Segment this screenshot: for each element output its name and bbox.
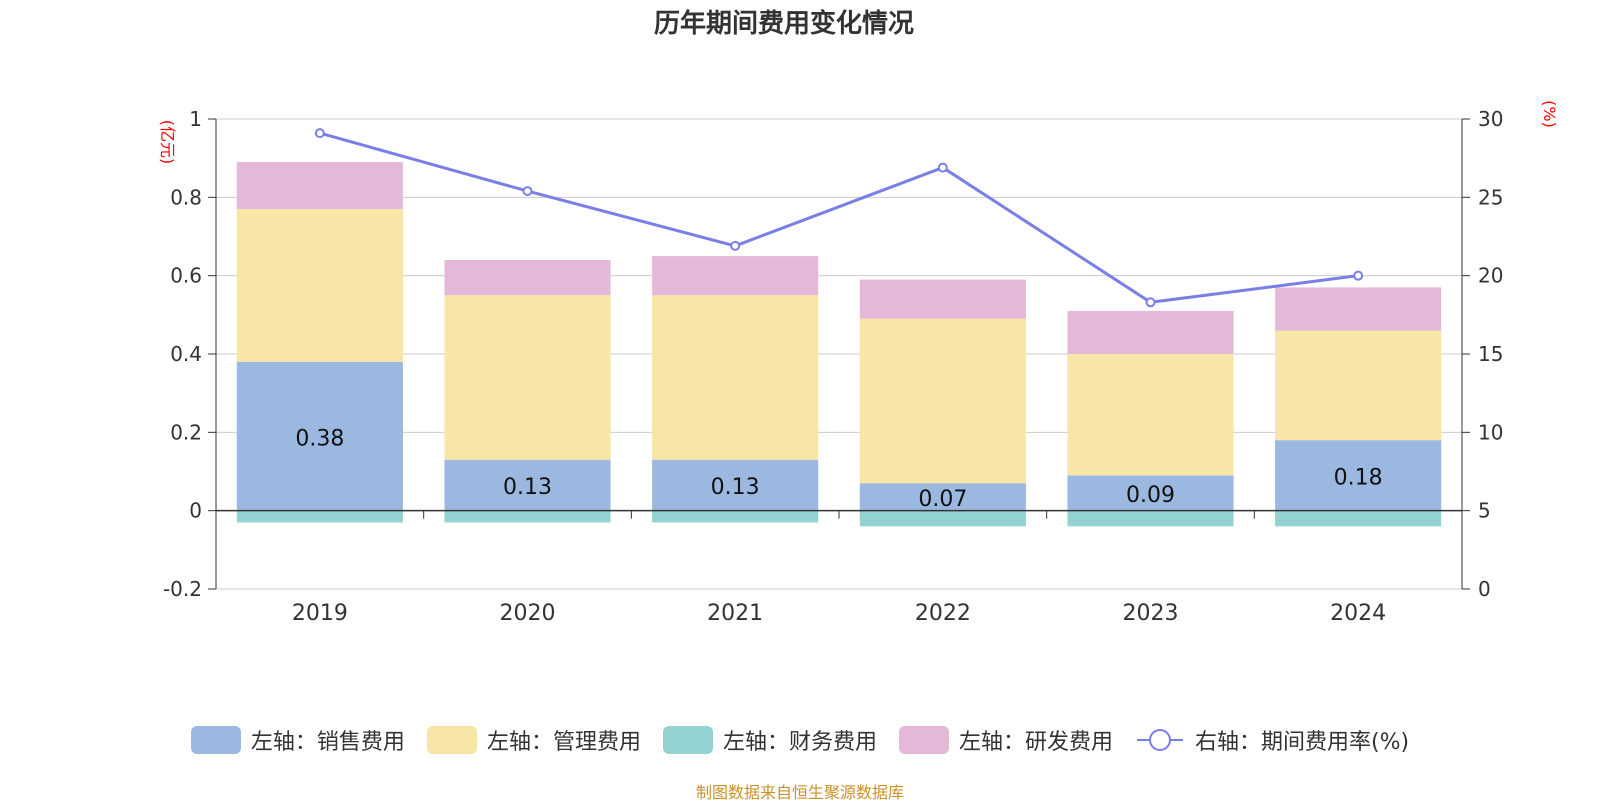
x-axis-tick-label: 2023 xyxy=(1123,601,1179,626)
right-axis-tick-label: 20 xyxy=(1478,264,1503,288)
bar-rd xyxy=(236,162,403,210)
bar-sales xyxy=(236,361,403,511)
bar-finance xyxy=(444,510,611,523)
legend-item-sales[interactable]: 左轴：销售费用 xyxy=(190,724,405,756)
x-axis-tick-label: 2022 xyxy=(915,601,971,626)
right-axis-tick-label: 25 xyxy=(1478,185,1503,209)
legend-label-rd: 左轴：研发费用 xyxy=(958,730,1113,755)
left-axis-tick-label: 0.6 xyxy=(170,264,202,288)
legend-item-admin[interactable]: 左轴：管理费用 xyxy=(426,724,641,756)
left-axis-unit: (亿元) xyxy=(158,120,177,165)
point-expense-rate xyxy=(314,128,325,139)
left-axis-tick-label: -0.2 xyxy=(163,577,202,601)
right-axis-tick-label: 5 xyxy=(1478,499,1491,523)
legend: 左轴：销售费用 左轴：管理费用 左轴：财务费用 左轴：研发费用 右轴：期间费用率… xyxy=(0,720,1600,760)
bar-finance xyxy=(652,510,819,523)
x-axis-tick-label: 2020 xyxy=(500,601,556,626)
bar-sales xyxy=(1275,440,1442,511)
data-label-sales: 0.13 xyxy=(503,475,552,500)
legend-label-finance: 左轴：财务费用 xyxy=(722,730,877,755)
bar-admin xyxy=(652,295,819,460)
right-axis-tick-label: 30 xyxy=(1478,107,1503,131)
point-expense-rate xyxy=(1145,297,1156,308)
x-axis-tick-label: 2021 xyxy=(707,601,763,626)
right-axis-unit: (%) xyxy=(1540,100,1559,128)
legend-swatch-admin xyxy=(426,726,477,754)
legend-item-expense-rate[interactable]: 右轴：期间费用率(%) xyxy=(1135,724,1409,756)
point-expense-rate xyxy=(730,240,741,251)
data-label-sales: 0.18 xyxy=(1334,465,1383,490)
bar-rd xyxy=(652,256,819,296)
bar-rd xyxy=(444,260,611,296)
bar-sales xyxy=(444,459,611,511)
bar-sales xyxy=(652,459,819,511)
right-axis-tick-label: 10 xyxy=(1478,420,1503,444)
bar-rd xyxy=(1275,287,1442,331)
bar-finance xyxy=(859,510,1026,527)
x-axis-tick-label: 2019 xyxy=(292,601,348,626)
left-axis-tick-label: 0 xyxy=(189,499,202,523)
left-axis-tick-label: 0.2 xyxy=(170,420,202,444)
bar-rd xyxy=(1067,310,1234,354)
bar-admin xyxy=(859,318,1026,484)
line-expense-rate xyxy=(319,131,1359,304)
left-axis-tick-label: 0.8 xyxy=(170,185,202,209)
legend-label-expense-rate: 右轴：期间费用率(%) xyxy=(1194,730,1410,755)
legend-line-marker-icon xyxy=(1136,729,1183,751)
data-label-sales: 0.38 xyxy=(295,426,344,451)
x-axis-tick-label: 2024 xyxy=(1330,601,1386,626)
point-expense-rate xyxy=(1353,270,1364,281)
right-axis-tick-label: 15 xyxy=(1478,342,1503,366)
bar-rd xyxy=(859,279,1026,319)
legend-item-finance[interactable]: 左轴：财务费用 xyxy=(662,724,877,756)
legend-swatch-finance xyxy=(662,726,713,754)
left-axis-tick-label: 1 xyxy=(189,107,202,131)
bar-finance xyxy=(1067,510,1234,527)
point-expense-rate xyxy=(937,162,948,173)
data-label-sales: 0.07 xyxy=(918,487,967,512)
legend-label-admin: 左轴：管理费用 xyxy=(486,730,641,755)
legend-swatch-rd xyxy=(898,726,949,754)
bar-finance xyxy=(236,510,403,523)
data-label-sales: 0.13 xyxy=(711,475,760,500)
bar-admin xyxy=(1275,330,1442,441)
right-axis-tick-label: 0 xyxy=(1478,577,1491,601)
chart-title: 历年期间费用变化情况 xyxy=(654,8,914,39)
legend-label-sales: 左轴：销售费用 xyxy=(250,730,405,755)
left-axis-tick-label: 0.4 xyxy=(170,342,202,366)
data-label-sales: 0.09 xyxy=(1126,483,1175,508)
bar-admin xyxy=(1067,354,1234,476)
point-expense-rate xyxy=(522,186,533,197)
legend-item-rd[interactable]: 左轴：研发费用 xyxy=(898,724,1113,756)
bar-admin xyxy=(444,295,611,460)
bar-sales xyxy=(1067,475,1234,511)
bar-sales xyxy=(859,483,1026,511)
source-note: 制图数据来自恒生聚源数据库 xyxy=(695,783,904,802)
bar-admin xyxy=(236,209,403,362)
bar-finance xyxy=(1275,510,1442,527)
legend-swatch-sales xyxy=(190,726,241,754)
